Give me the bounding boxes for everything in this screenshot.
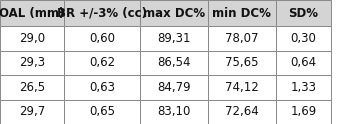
Text: 74,12: 74,12 — [225, 81, 259, 94]
Text: 89,31: 89,31 — [157, 32, 191, 45]
Bar — [276, 75, 331, 100]
Bar — [208, 26, 276, 51]
Text: 29,0: 29,0 — [19, 32, 45, 45]
Bar — [276, 100, 331, 124]
Text: 26,5: 26,5 — [19, 81, 45, 94]
Text: 29,3: 29,3 — [19, 56, 45, 69]
Text: 75,65: 75,65 — [225, 56, 259, 69]
Text: max DC%: max DC% — [143, 7, 205, 20]
Text: 0,30: 0,30 — [291, 32, 316, 45]
Bar — [0, 0, 64, 26]
Text: 86,54: 86,54 — [157, 56, 191, 69]
Text: min DC%: min DC% — [212, 7, 271, 20]
Bar — [64, 75, 140, 100]
Text: OAL (mm): OAL (mm) — [0, 7, 65, 20]
Text: 72,64: 72,64 — [225, 105, 259, 118]
Text: 0,65: 0,65 — [89, 105, 115, 118]
Text: 84,79: 84,79 — [157, 81, 191, 94]
Bar — [64, 0, 140, 26]
Bar — [0, 100, 64, 124]
Text: 1,33: 1,33 — [291, 81, 316, 94]
Bar — [140, 26, 208, 51]
Bar — [208, 100, 276, 124]
Bar — [276, 26, 331, 51]
Text: SD%: SD% — [288, 7, 319, 20]
Bar — [64, 51, 140, 75]
Text: 0,62: 0,62 — [89, 56, 115, 69]
Text: 78,07: 78,07 — [225, 32, 259, 45]
Bar — [0, 26, 64, 51]
Bar — [140, 51, 208, 75]
Bar — [64, 26, 140, 51]
Text: BR +/-3% (cc): BR +/-3% (cc) — [57, 7, 147, 20]
Text: 83,10: 83,10 — [158, 105, 191, 118]
Text: 0,60: 0,60 — [89, 32, 115, 45]
Bar — [140, 75, 208, 100]
Bar — [276, 0, 331, 26]
Bar — [208, 75, 276, 100]
Bar — [208, 0, 276, 26]
Bar — [140, 100, 208, 124]
Text: 1,69: 1,69 — [291, 105, 316, 118]
Text: 0,63: 0,63 — [89, 81, 115, 94]
Bar — [64, 100, 140, 124]
Bar — [140, 0, 208, 26]
Bar — [208, 51, 276, 75]
Text: 0,64: 0,64 — [291, 56, 316, 69]
Bar — [0, 75, 64, 100]
Bar — [0, 51, 64, 75]
Text: 29,7: 29,7 — [19, 105, 45, 118]
Bar — [276, 51, 331, 75]
